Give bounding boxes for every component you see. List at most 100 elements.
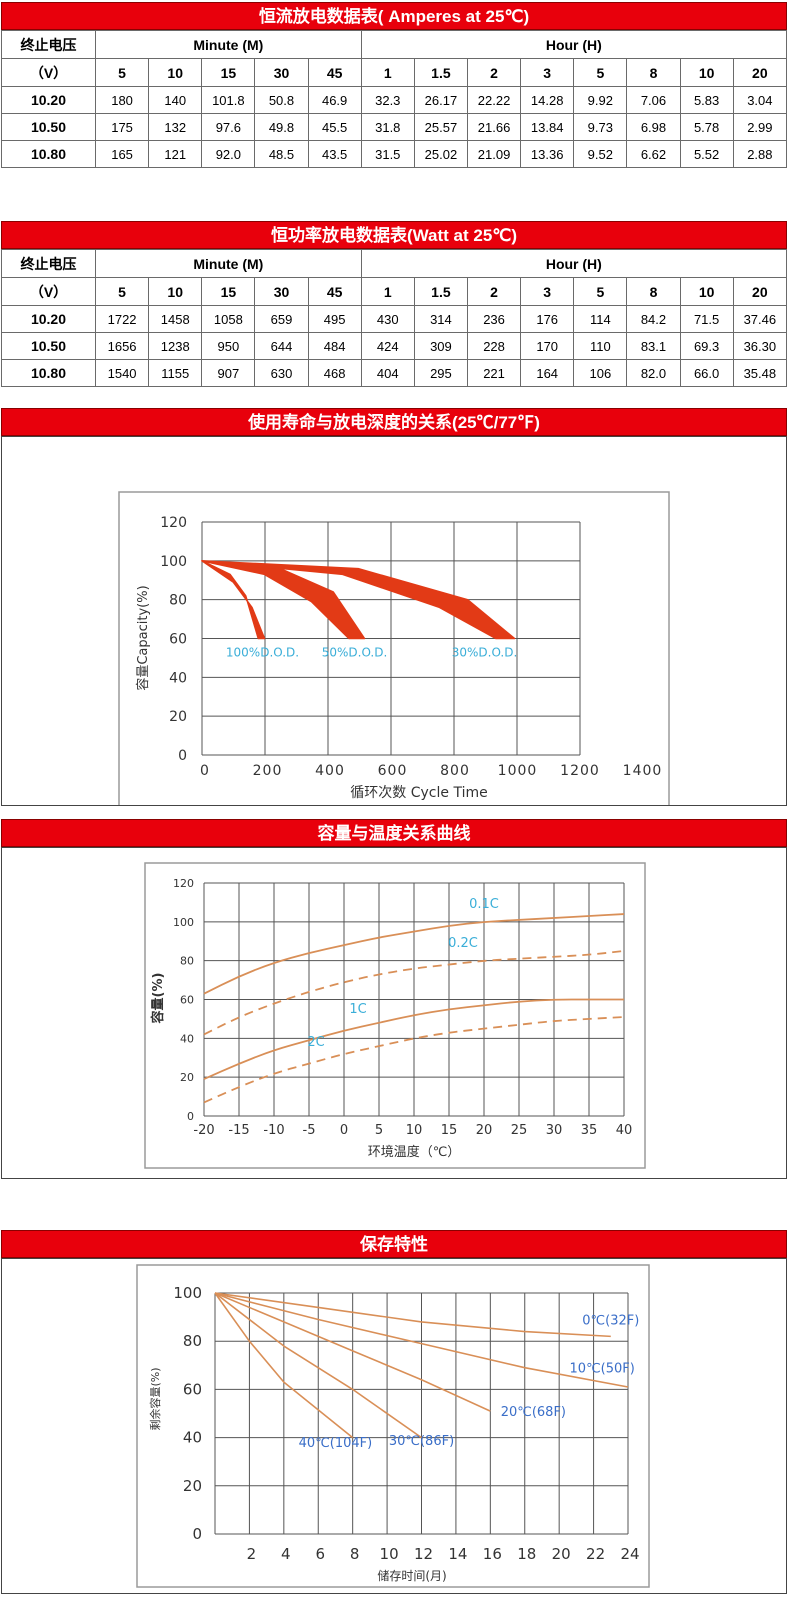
x-tick-label: 2 [247, 1545, 257, 1563]
table-cell: 165 [94, 140, 150, 168]
x-tick-label: 800 [440, 763, 470, 779]
x-tick-label: 22 [586, 1545, 605, 1563]
table-cell: 84.2 [626, 305, 681, 333]
table-cell: 228 [466, 332, 522, 360]
storage-chart: 2 4 6 8 10 12 14 16 18 20 22 24020406080100储存时间(月)剩… [136, 1264, 650, 1588]
series-line [214, 1292, 354, 1439]
col-header: 3 [520, 277, 575, 306]
series-label: 10℃(50F) [570, 1362, 635, 1377]
y-axis-label: 容量Capacity(%) [135, 585, 151, 690]
table-cell: 175 [94, 113, 150, 141]
x-tick-label: 25 [511, 1123, 528, 1138]
col-header: 30 [254, 277, 309, 306]
x-axis-label: 储存时间(月) [377, 1568, 446, 1583]
table-cell: 31.8 [360, 113, 415, 141]
watt-table-title: 恒功率放电数据表(Watt at 25℃) [1, 221, 787, 249]
col-header: 8 [626, 58, 681, 87]
table-cell: 404 [360, 359, 415, 387]
table-cell: 1540 [94, 359, 150, 387]
x-tick-label: 14 [448, 1545, 467, 1563]
series-label: 0℃(32F) [582, 1313, 639, 1328]
table-cell: 644 [254, 332, 309, 360]
table-row: 10.20 1722 1458 1058 659 495 430 314 236 176 114 84… [1, 305, 788, 333]
col-header: 2 [466, 58, 522, 87]
series-line [203, 998, 624, 1080]
table-cell: 22.22 [466, 86, 522, 114]
table-cell: 71.5 [679, 305, 734, 333]
table-row: 10.50 1656 1238 950 644 484 424 309 228 170 110 83.… [1, 332, 788, 360]
series-label: 40℃(104F) [299, 1436, 373, 1451]
y-tick-label: 60 [183, 1380, 202, 1398]
y-tick-label: 0 [187, 1110, 194, 1123]
x-tick-label: 0 [200, 763, 210, 779]
table-cell: 314 [413, 305, 468, 333]
x-tick-label: 5 [375, 1123, 383, 1138]
table-cell: 1058 [201, 305, 256, 333]
end-voltage-cell: 10.50 [1, 332, 96, 360]
x-tick-label: 12 [414, 1545, 433, 1563]
dod-band [201, 560, 516, 640]
unit-header: （V） [1, 58, 96, 87]
col-header: 20 [732, 58, 788, 87]
table-cell: 21.09 [466, 140, 522, 168]
y-tick-label: 120 [160, 515, 187, 531]
series-label: 30℃(86F) [389, 1434, 454, 1449]
capacity-temperature-section: 容量与温度关系曲线 -20 -15 -10 -5 0 5 10 15 20 25 30 35 40 0 20… [1, 819, 787, 1179]
series-line [214, 1292, 422, 1439]
y-tick-label: 80 [169, 593, 187, 609]
x-tick-label: -20 [193, 1123, 214, 1138]
y-tick-label: 40 [180, 1032, 194, 1045]
series-label: 30%D.O.D. [452, 646, 518, 660]
col-header: 30 [254, 58, 309, 87]
dod-band [201, 560, 366, 640]
cycle-life-panel: 0 200 400 600 800 1000 1200 1400 0 20 40 60 80 100 120… [1, 436, 787, 811]
table-cell: 9.52 [573, 140, 628, 168]
x-tick-label: -15 [228, 1123, 249, 1138]
amperes-table-body: 10.20 180 140 101.8 50.8 46.9 32.3 26.17 22.22 14… [1, 86, 788, 168]
table-cell: 2.88 [732, 140, 788, 168]
figure-frame [118, 491, 670, 811]
end-voltage-header: 终止电压 [1, 30, 96, 59]
col-header: 45 [307, 58, 362, 87]
series-line [214, 1292, 491, 1412]
table-cell: 309 [413, 332, 468, 360]
table-row: 10.80 165 121 92.0 48.5 43.5 31.5 25.02 21.09 13.… [1, 140, 788, 168]
watt-table-section: 恒功率放电数据表(Watt at 25℃) 终止电压 Minute (M) Ho… [1, 221, 788, 387]
watt-table: 终止电压 Minute (M) Hour (H) （V） 5 10 15 30 … [1, 249, 788, 387]
table-cell: 121 [148, 140, 203, 168]
table-cell: 140 [148, 86, 203, 114]
series-line [214, 1292, 629, 1388]
end-voltage-cell: 10.20 [1, 86, 96, 114]
series-label: 1C [349, 1002, 366, 1017]
table-cell: 5.78 [679, 113, 734, 141]
col-header: 1.5 [413, 58, 468, 87]
table-cell: 132 [148, 113, 203, 141]
x-tick-label: 1400 [623, 763, 663, 779]
cycle-life-chart: 0 200 400 600 800 1000 1200 1400 0 20 40 60 80 100 120… [118, 491, 670, 811]
series-line [214, 1292, 611, 1338]
y-axis-label: 容量(%) [150, 973, 166, 1025]
x-tick-label: 15 [441, 1123, 458, 1138]
table-cell: 907 [201, 359, 256, 387]
y-tick-label: 40 [169, 670, 187, 686]
minute-group-header: Minute (M) [95, 249, 362, 278]
table-cell: 49.8 [254, 113, 309, 141]
table-cell: 236 [466, 305, 522, 333]
col-header: 1 [360, 277, 415, 306]
y-tick-label: 60 [180, 994, 194, 1007]
x-tick-label: 1200 [560, 763, 600, 779]
series-label: 0.1C [469, 897, 499, 912]
x-tick-label: 20 [476, 1123, 493, 1138]
figure-frame [144, 862, 646, 1169]
table-cell: 69.3 [679, 332, 734, 360]
x-tick-label: 16 [483, 1545, 502, 1563]
series-line [203, 913, 625, 995]
y-tick-label: 0 [178, 748, 187, 764]
table-cell: 5.83 [679, 86, 734, 114]
col-header: 5 [573, 277, 628, 306]
table-cell: 9.92 [573, 86, 628, 114]
table-cell: 97.6 [201, 113, 256, 141]
x-tick-label: -10 [263, 1123, 284, 1138]
storage-panel: 2 4 6 8 10 12 14 16 18 20 22 24 0 20 40 60 80 100 储存时间(月) 剩… [1, 1258, 787, 1594]
table-cell: 26.17 [413, 86, 468, 114]
